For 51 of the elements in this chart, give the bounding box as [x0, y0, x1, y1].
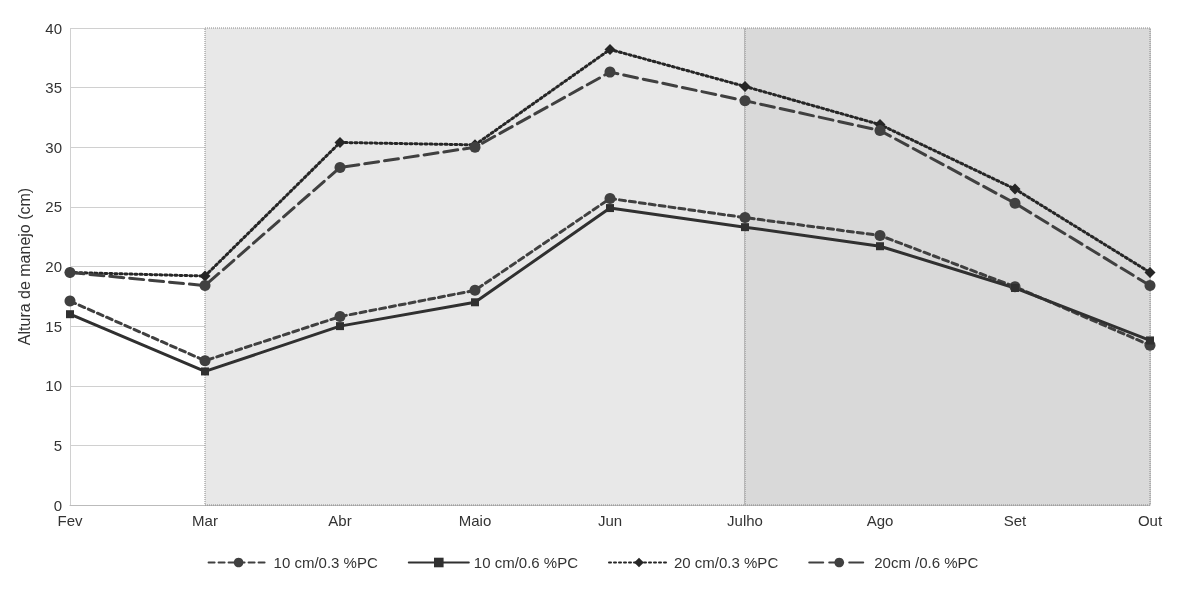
point	[604, 66, 616, 78]
x-tick-label: Set	[1003, 512, 1028, 529]
point	[469, 284, 481, 296]
point	[336, 322, 344, 331]
point	[334, 162, 346, 174]
x-tick-label: Abr	[328, 512, 352, 529]
x-tick-label: Maio	[458, 512, 492, 529]
point	[739, 95, 751, 107]
point	[64, 295, 76, 307]
point	[199, 355, 211, 367]
point	[1009, 197, 1021, 209]
legend-label: 10 cm/0.3 %PC	[273, 554, 378, 571]
point	[471, 298, 479, 307]
point	[199, 270, 211, 282]
legend-label: 10 cm/0.6 %PC	[473, 554, 579, 571]
point	[739, 212, 751, 224]
point	[334, 311, 346, 323]
point	[1144, 280, 1156, 292]
legend-label: 20cm /0.6 %PC	[874, 554, 979, 571]
y-tick-label: 35	[45, 79, 62, 97]
y-tick-label: 15	[45, 317, 62, 335]
point	[334, 136, 346, 148]
y-tick-label: 40	[45, 19, 62, 37]
point	[1144, 266, 1156, 278]
point	[1146, 336, 1154, 345]
x-tick-label: Ago	[866, 512, 894, 529]
y-tick-label: 10	[45, 377, 62, 395]
y-tick-label: 0	[53, 496, 62, 514]
point	[604, 193, 616, 205]
point	[874, 230, 886, 241]
x-tick-label: Fev	[57, 512, 83, 529]
point	[739, 80, 751, 92]
y-tick-label: 30	[45, 138, 62, 156]
point	[876, 242, 884, 251]
y-tick-label: 5	[53, 436, 62, 454]
y-tick-label: 20	[45, 258, 62, 275]
point	[741, 223, 749, 232]
legend-label: 20 cm/0.3 %PC	[674, 554, 779, 571]
x-tick-label: Out	[1137, 512, 1163, 529]
point	[1009, 183, 1021, 195]
point	[874, 125, 886, 137]
point	[66, 310, 74, 319]
point	[201, 367, 209, 376]
y-tick-label: 25	[45, 198, 62, 216]
y-axis-title: Altura de manejo (cm)	[15, 187, 33, 346]
point	[604, 43, 616, 55]
point	[199, 280, 211, 292]
x-tick-label: Mar	[192, 512, 218, 529]
x-tick-label: Julho	[727, 512, 763, 529]
point	[606, 204, 614, 213]
x-tick-label: Jun	[597, 512, 623, 529]
